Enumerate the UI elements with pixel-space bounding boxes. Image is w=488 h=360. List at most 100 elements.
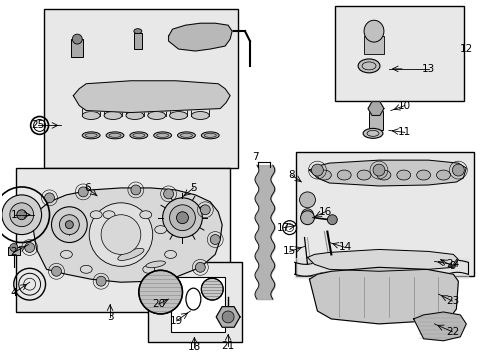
Circle shape — [195, 262, 205, 272]
Polygon shape — [168, 23, 232, 51]
Text: 8: 8 — [288, 170, 294, 180]
Ellipse shape — [140, 211, 151, 219]
Ellipse shape — [201, 132, 219, 139]
Circle shape — [451, 164, 463, 176]
Ellipse shape — [104, 87, 122, 99]
Text: 16: 16 — [318, 207, 331, 217]
Ellipse shape — [80, 265, 92, 273]
Circle shape — [2, 195, 41, 235]
Circle shape — [96, 276, 106, 286]
Circle shape — [10, 203, 34, 227]
Bar — [335, 6, 463, 100]
Polygon shape — [309, 267, 457, 324]
Polygon shape — [367, 102, 383, 116]
Circle shape — [150, 274, 161, 284]
Bar — [368, 111, 382, 130]
Text: 7: 7 — [252, 152, 259, 162]
Ellipse shape — [118, 248, 143, 261]
Ellipse shape — [396, 170, 410, 180]
Ellipse shape — [130, 132, 147, 139]
Circle shape — [222, 311, 234, 323]
Text: 10: 10 — [397, 100, 410, 111]
Polygon shape — [309, 160, 466, 186]
Circle shape — [311, 164, 323, 176]
Text: 1: 1 — [10, 210, 17, 220]
Circle shape — [44, 193, 54, 203]
Ellipse shape — [82, 112, 100, 120]
Text: 21: 21 — [221, 341, 234, 351]
Circle shape — [372, 164, 384, 176]
Bar — [364, 36, 383, 54]
Ellipse shape — [337, 170, 350, 180]
Text: 6: 6 — [84, 183, 90, 193]
Bar — [43, 9, 238, 168]
Ellipse shape — [357, 59, 379, 73]
Bar — [134, 33, 142, 49]
Text: 19: 19 — [169, 316, 183, 326]
Ellipse shape — [126, 87, 143, 99]
Text: 23: 23 — [445, 296, 458, 306]
Text: 5: 5 — [190, 183, 196, 193]
Ellipse shape — [104, 112, 122, 120]
Ellipse shape — [82, 87, 100, 99]
Ellipse shape — [147, 87, 165, 99]
Polygon shape — [216, 307, 240, 327]
Ellipse shape — [164, 251, 176, 258]
Circle shape — [78, 187, 88, 197]
Ellipse shape — [147, 112, 165, 120]
Circle shape — [210, 235, 220, 244]
Text: 15: 15 — [283, 247, 296, 256]
Ellipse shape — [90, 211, 102, 219]
Ellipse shape — [191, 87, 209, 99]
Circle shape — [200, 205, 210, 215]
Ellipse shape — [376, 170, 390, 180]
Circle shape — [163, 189, 173, 199]
Ellipse shape — [436, 170, 449, 180]
Ellipse shape — [103, 211, 115, 219]
Ellipse shape — [154, 226, 166, 234]
Text: 9: 9 — [448, 261, 455, 271]
Text: 3: 3 — [106, 312, 113, 322]
Ellipse shape — [169, 112, 187, 120]
Circle shape — [326, 215, 337, 225]
Ellipse shape — [362, 129, 382, 138]
Ellipse shape — [134, 29, 142, 33]
Bar — [71, 39, 83, 57]
Text: 25: 25 — [31, 121, 44, 130]
Circle shape — [51, 266, 61, 276]
Polygon shape — [413, 312, 466, 341]
Circle shape — [301, 209, 313, 221]
Circle shape — [176, 212, 188, 224]
Text: 22: 22 — [445, 327, 458, 337]
Bar — [8, 247, 20, 255]
Ellipse shape — [106, 132, 123, 139]
Ellipse shape — [177, 132, 195, 139]
Text: 2: 2 — [10, 247, 17, 257]
Bar — [170, 277, 224, 332]
Text: 14: 14 — [338, 243, 351, 252]
Text: 17: 17 — [277, 222, 290, 233]
Circle shape — [25, 243, 35, 252]
Ellipse shape — [191, 112, 209, 120]
Ellipse shape — [317, 170, 331, 180]
Circle shape — [72, 34, 82, 44]
Ellipse shape — [142, 265, 154, 273]
Ellipse shape — [145, 261, 165, 268]
Circle shape — [300, 211, 314, 225]
Circle shape — [17, 210, 27, 220]
Ellipse shape — [416, 170, 429, 180]
Text: 20: 20 — [152, 299, 165, 309]
Bar — [16, 168, 230, 312]
Circle shape — [89, 203, 152, 266]
Ellipse shape — [126, 112, 143, 120]
Ellipse shape — [356, 170, 370, 180]
Polygon shape — [73, 81, 230, 113]
Circle shape — [163, 198, 202, 238]
Text: 4: 4 — [10, 288, 17, 298]
Circle shape — [51, 207, 87, 243]
Ellipse shape — [82, 132, 100, 139]
Polygon shape — [32, 188, 222, 282]
Circle shape — [169, 205, 195, 231]
Circle shape — [101, 215, 141, 255]
Text: 24: 24 — [445, 259, 458, 269]
